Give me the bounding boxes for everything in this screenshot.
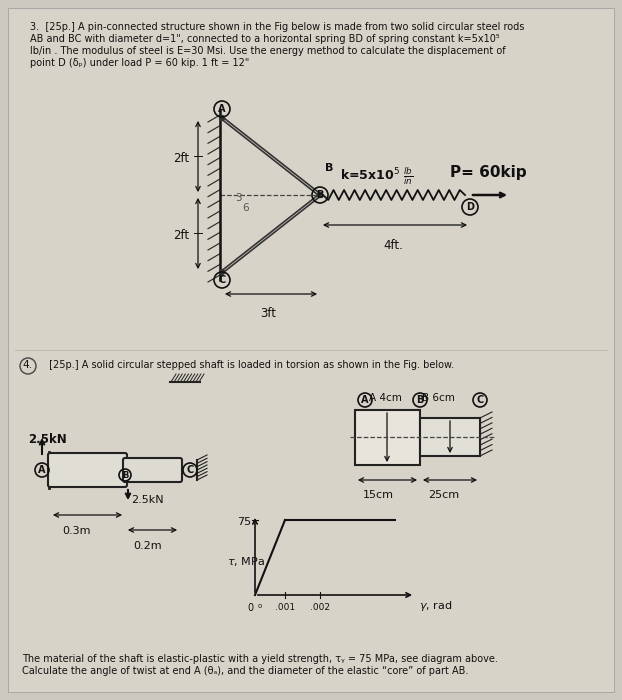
Text: [25p.] A solid circular stepped shaft is loaded in torsion as shown in the Fig. : [25p.] A solid circular stepped shaft is… <box>46 360 454 370</box>
Text: 0.3m: 0.3m <box>62 526 90 536</box>
Text: $\gamma$, rad: $\gamma$, rad <box>419 599 452 613</box>
Text: 2ft: 2ft <box>173 152 189 165</box>
Text: point D (δₚ) under load P = 60 kip. 1 ft = 12": point D (δₚ) under load P = 60 kip. 1 ft… <box>30 58 249 68</box>
Text: 3.  [25p.] A pin-connected structure shown in the Fig below is made from two sol: 3. [25p.] A pin-connected structure show… <box>30 22 524 32</box>
Circle shape <box>220 116 225 120</box>
Text: o: o <box>258 603 262 609</box>
Text: C: C <box>187 465 193 475</box>
Text: 75: 75 <box>237 517 251 527</box>
Text: B: B <box>317 190 323 200</box>
Text: A: A <box>38 465 46 475</box>
Text: D: D <box>466 202 474 212</box>
Text: 0.2m: 0.2m <box>133 541 162 551</box>
Text: A: A <box>218 104 226 114</box>
Text: 2.5kN: 2.5kN <box>28 433 67 446</box>
Bar <box>420 418 480 456</box>
Text: 25cm: 25cm <box>428 490 459 500</box>
Text: B: B <box>325 163 333 173</box>
Text: 2.5kN: 2.5kN <box>131 495 164 505</box>
Text: .001: .001 <box>275 603 295 612</box>
Text: 4ft.: 4ft. <box>383 239 403 252</box>
Text: 2ft: 2ft <box>173 229 189 242</box>
Text: P= 60kip: P= 60kip <box>450 165 527 180</box>
Text: Calculate the angle of twist at end A (θₐ), and the diameter of the elastic “cor: Calculate the angle of twist at end A (θ… <box>22 666 468 676</box>
Text: B: B <box>416 395 424 405</box>
Circle shape <box>220 270 225 274</box>
Text: C: C <box>218 275 226 285</box>
Text: .002: .002 <box>310 603 330 612</box>
Text: 6: 6 <box>242 203 249 213</box>
Text: 3: 3 <box>235 193 241 203</box>
Text: $\tau$, MPa: $\tau$, MPa <box>227 555 265 568</box>
Text: B: B <box>122 470 128 480</box>
Text: 4.: 4. <box>22 360 32 370</box>
Text: The material of the shaft is elastic-plastic with a yield strength, τᵧ = 75 MPa,: The material of the shaft is elastic-pla… <box>22 654 498 664</box>
Text: C: C <box>476 395 484 405</box>
FancyBboxPatch shape <box>123 458 182 482</box>
Text: 0: 0 <box>247 603 253 613</box>
Bar <box>355 410 420 465</box>
Text: A: A <box>361 395 369 405</box>
Circle shape <box>317 193 322 197</box>
Text: A 4cm: A 4cm <box>369 393 402 403</box>
Text: 15cm: 15cm <box>363 490 394 500</box>
Text: B 6cm: B 6cm <box>422 393 455 403</box>
FancyBboxPatch shape <box>48 453 127 487</box>
Text: k=5x10$^5$ $\frac{lb}{in}$: k=5x10$^5$ $\frac{lb}{in}$ <box>340 165 413 187</box>
Text: AB and BC with diameter d=1", connected to a horizontal spring BD of spring cons: AB and BC with diameter d=1", connected … <box>30 34 499 44</box>
Text: lb/in . The modulus of steel is E=30 Msi. Use the energy method to calculate the: lb/in . The modulus of steel is E=30 Msi… <box>30 46 506 56</box>
Text: 3ft: 3ft <box>260 307 276 320</box>
